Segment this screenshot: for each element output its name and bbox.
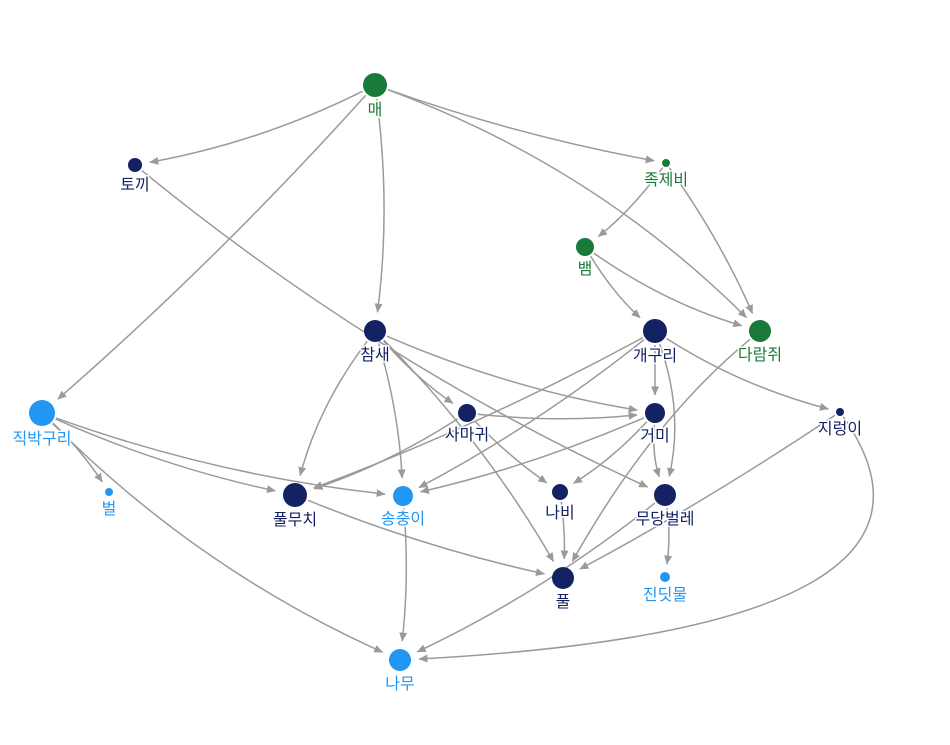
edge-frog-caterpillar bbox=[418, 339, 645, 489]
node-label-bee: 벌 bbox=[102, 500, 117, 518]
edge-ladybug-aphid bbox=[664, 507, 673, 565]
node-label-ladybug: 무당벌레 bbox=[636, 510, 695, 528]
edge-grasshopper-grass bbox=[307, 499, 545, 577]
edge-hawk-rabbit bbox=[149, 90, 363, 165]
node-butterfly[interactable] bbox=[552, 484, 568, 500]
edge-weasel-snake bbox=[597, 167, 664, 238]
edge-earthworm-tree bbox=[418, 416, 874, 663]
node-grasshopper[interactable] bbox=[283, 483, 307, 507]
node-aphid[interactable] bbox=[660, 572, 670, 582]
edge-weasel-squirrel bbox=[668, 167, 754, 314]
edge-spider-ladybug bbox=[652, 424, 661, 478]
node-bulbul[interactable] bbox=[29, 400, 55, 426]
node-label-grass: 풀 bbox=[556, 593, 571, 611]
node-label-butterfly: 나비 bbox=[545, 504, 574, 522]
edge-ladybug-tree bbox=[416, 502, 656, 653]
node-bee[interactable] bbox=[105, 488, 113, 496]
node-label-frog: 개구리 bbox=[633, 347, 677, 365]
edge-snake-frog bbox=[590, 256, 641, 319]
node-label-aphid: 진딧물 bbox=[643, 586, 687, 604]
node-label-earthworm: 지렁이 bbox=[818, 420, 862, 438]
edge-sparrow-grasshopper bbox=[298, 340, 368, 477]
node-label-grasshopper: 풀무치 bbox=[273, 511, 317, 529]
node-grass[interactable] bbox=[552, 567, 574, 589]
node-ladybug[interactable] bbox=[654, 484, 676, 506]
node-squirrel[interactable] bbox=[749, 320, 771, 342]
edge-hawk-sparrow bbox=[374, 98, 385, 313]
edge-sparrow-grass bbox=[383, 339, 555, 562]
edge-sparrow-spider bbox=[386, 335, 638, 413]
node-label-caterpillar: 송충이 bbox=[381, 510, 425, 528]
edge-bulbul-grasshopper bbox=[55, 418, 276, 494]
node-label-rabbit: 토끼 bbox=[120, 176, 149, 194]
node-frog[interactable] bbox=[643, 319, 667, 343]
edge-spider-caterpillar bbox=[420, 417, 645, 494]
edge-hawk-weasel bbox=[387, 88, 655, 164]
nodes-layer bbox=[29, 73, 844, 671]
edge-hawk-bulbul bbox=[57, 94, 367, 400]
edge-snake-squirrel bbox=[593, 252, 743, 328]
edge-bulbul-tree bbox=[52, 423, 384, 653]
edge-rabbit-ladybug bbox=[141, 170, 649, 488]
node-label-squirrel: 다람쥐 bbox=[738, 346, 782, 364]
edge-bulbul-caterpillar bbox=[55, 417, 386, 498]
node-label-sparrow: 참새 bbox=[360, 346, 389, 364]
edge-mantis-spider bbox=[477, 411, 638, 420]
node-label-weasel: 족제비 bbox=[644, 171, 688, 189]
edge-frog-ladybug bbox=[658, 343, 676, 477]
edges-layer bbox=[52, 88, 874, 663]
edge-spider-butterfly bbox=[573, 421, 648, 485]
edge-mantis-butterfly bbox=[474, 420, 548, 484]
node-tree[interactable] bbox=[389, 649, 411, 671]
node-earthworm[interactable] bbox=[836, 408, 844, 416]
node-label-mantis: 사마귀 bbox=[445, 426, 489, 444]
node-rabbit[interactable] bbox=[128, 158, 142, 172]
edge-butterfly-grass bbox=[560, 501, 569, 560]
node-label-hawk: 매 bbox=[368, 101, 383, 119]
node-mantis[interactable] bbox=[458, 404, 476, 422]
node-weasel[interactable] bbox=[662, 159, 670, 167]
edge-hawk-squirrel bbox=[387, 89, 748, 319]
edge-frog-earthworm bbox=[666, 337, 829, 411]
node-snake[interactable] bbox=[576, 238, 594, 256]
edge-sparrow-caterpillar bbox=[377, 343, 406, 479]
node-hawk[interactable] bbox=[363, 73, 387, 97]
edge-caterpillar-tree bbox=[399, 507, 408, 642]
node-label-tree: 나무 bbox=[385, 675, 414, 693]
node-label-bulbul: 직박구리 bbox=[13, 430, 72, 448]
edge-squirrel-grass bbox=[571, 338, 751, 562]
edge-frog-grasshopper bbox=[313, 337, 644, 489]
edge-earthworm-grass bbox=[579, 414, 836, 570]
node-caterpillar[interactable] bbox=[393, 486, 413, 506]
node-spider[interactable] bbox=[645, 403, 665, 423]
node-label-spider: 거미 bbox=[640, 427, 669, 445]
node-label-snake: 뱀 bbox=[578, 260, 593, 278]
node-sparrow[interactable] bbox=[364, 320, 386, 342]
